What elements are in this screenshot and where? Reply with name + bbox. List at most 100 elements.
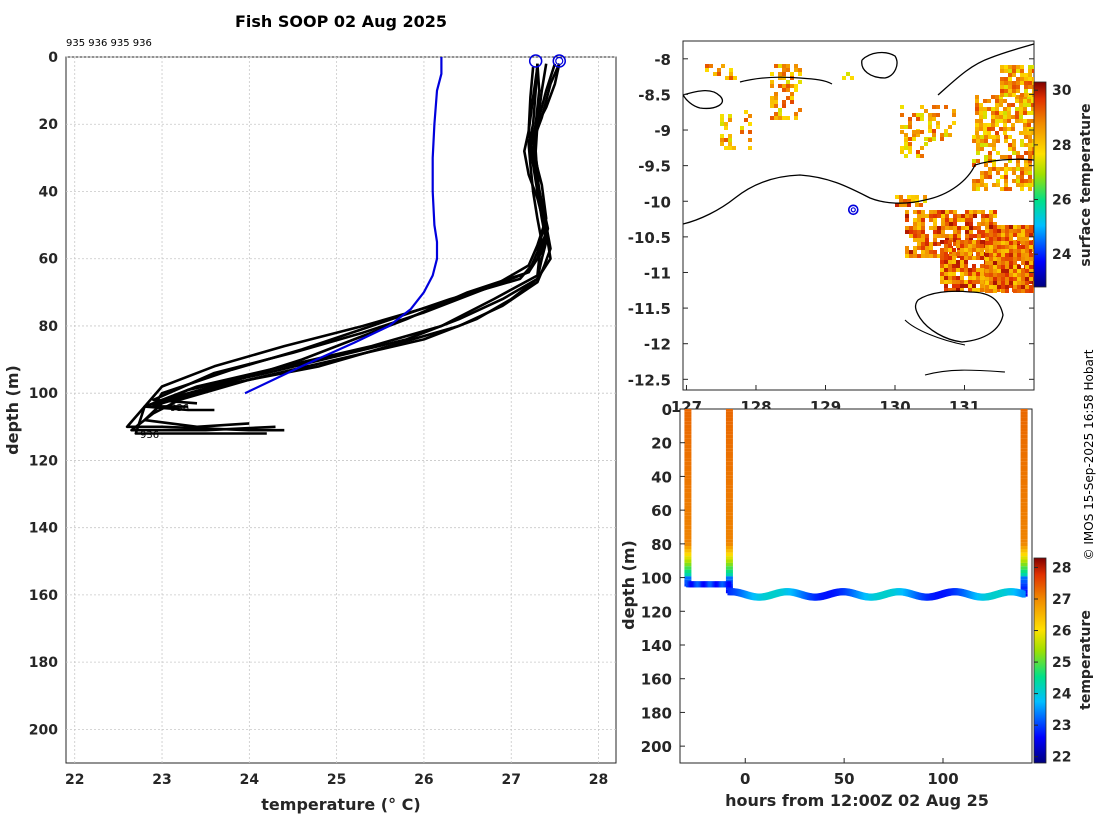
sst-colorbar-tick-label: 28: [1052, 138, 1071, 154]
sst-cell: [705, 64, 709, 68]
profile-tick-labels: 22 23 24 25 26 27 28 0 20 40 60 80 100 120 140 160 180 20…: [29, 50, 609, 788]
sst-cell: [1019, 111, 1023, 115]
sst-cell: [1015, 119, 1019, 123]
sst-cell: [1008, 73, 1012, 77]
sst-cell: [975, 95, 979, 99]
sst-cell: [1013, 257, 1017, 261]
sst-cell: [989, 229, 993, 233]
sst-cell: [940, 260, 944, 264]
sst-cell: [899, 199, 903, 203]
sst-cell: [1012, 139, 1016, 143]
sst-cell: [952, 248, 956, 252]
sst-cell: [1013, 225, 1017, 229]
sst-cell: [960, 240, 964, 244]
section-sample: [1020, 461, 1028, 466]
sst-cell: [1005, 289, 1009, 293]
sst-cell: [920, 113, 924, 117]
section-sample: [1020, 428, 1028, 432]
sst-cell: [948, 264, 952, 268]
sst-cell: [1028, 163, 1032, 167]
sst-cell: [975, 127, 979, 131]
sst-cell: [979, 111, 983, 115]
sst-cell: [899, 203, 903, 207]
section-y-tick-label: 160: [641, 671, 672, 689]
sst-cell: [1021, 261, 1025, 265]
sst-cell: [979, 107, 983, 111]
sst-cell: [842, 76, 846, 80]
sst-cell: [995, 131, 999, 135]
sst-cell: [728, 134, 732, 138]
sst-colorbar-tick-label: 30: [1052, 83, 1072, 99]
sst-cell: [1024, 135, 1028, 139]
sst-cell: [786, 116, 790, 120]
sst-cell: [1028, 77, 1032, 81]
sst-cell: [996, 171, 1000, 175]
sst-cell: [1024, 89, 1028, 93]
sst-cell: [1025, 265, 1029, 269]
section-sample: [1020, 519, 1028, 523]
section-sample: [684, 481, 692, 486]
section-sample: [1020, 448, 1028, 452]
sst-cell: [992, 163, 996, 167]
sst-cell: [940, 272, 944, 276]
sst-cell: [948, 260, 952, 264]
sst-cell: [985, 273, 989, 277]
section-sample: [1020, 583, 1028, 587]
sst-cell: [1008, 77, 1012, 81]
section-sample: [1020, 522, 1028, 526]
section-sample: [684, 444, 692, 449]
sst-cell: [1021, 285, 1025, 289]
sst-cell: [995, 123, 999, 127]
sst-cell: [1017, 273, 1021, 277]
sst-cell: [774, 104, 778, 108]
sst-cell: [988, 171, 992, 175]
section-sample: [1020, 535, 1028, 540]
profile-bottom-label-b: 936: [140, 430, 159, 441]
sst-cell: [989, 222, 993, 226]
section-sample: [725, 586, 733, 590]
section-sample: [1020, 488, 1028, 493]
sst-cell: [798, 72, 802, 76]
sst-cell: [976, 139, 980, 143]
section-sample: [684, 569, 692, 574]
mean-profile-line: [244, 57, 443, 395]
sst-cell: [924, 142, 928, 146]
sst-cell: [1013, 273, 1017, 277]
sst-cell: [969, 218, 973, 222]
sst-cell: [1016, 69, 1020, 73]
sst-cell: [1001, 241, 1005, 245]
sst-cell: [997, 285, 1001, 289]
sst-cell: [917, 222, 921, 226]
section-sample: [725, 458, 733, 462]
section-y-tick-label: 40: [651, 468, 672, 486]
sst-cell: [949, 234, 953, 238]
sst-cell: [976, 159, 980, 163]
sst-cell: [964, 256, 968, 260]
sst-cell: [1024, 179, 1028, 183]
section-sample: [725, 559, 733, 563]
profile-panel: 22 23 24 25 26 27 28 0 20 40 60 80 100 120 140 160 180 20…: [3, 12, 617, 814]
section-sample: [725, 492, 733, 496]
sst-cell: [1028, 69, 1032, 73]
sst-cell: [913, 230, 917, 234]
sst-cell: [1032, 151, 1034, 155]
sst-cell: [1025, 253, 1029, 257]
sst-cell: [900, 150, 904, 154]
sst-cell: [1032, 179, 1034, 183]
sst-cell: [1009, 237, 1013, 241]
sst-cell: [908, 121, 912, 125]
section-sample: [1020, 546, 1028, 550]
sst-cell: [1024, 151, 1028, 155]
sst-cell: [989, 253, 993, 257]
sst-cell: [975, 119, 979, 123]
sst-cell: [790, 100, 794, 104]
sst-cell: [1001, 257, 1005, 261]
section-sample: [725, 481, 733, 486]
sst-cell: [917, 246, 921, 250]
section-sample: [725, 451, 733, 456]
sst-cell: [995, 95, 999, 99]
section-sample: [1020, 434, 1028, 439]
sst-cell: [770, 116, 774, 120]
sst-cell: [1016, 159, 1020, 163]
sst-cell: [997, 233, 1001, 237]
